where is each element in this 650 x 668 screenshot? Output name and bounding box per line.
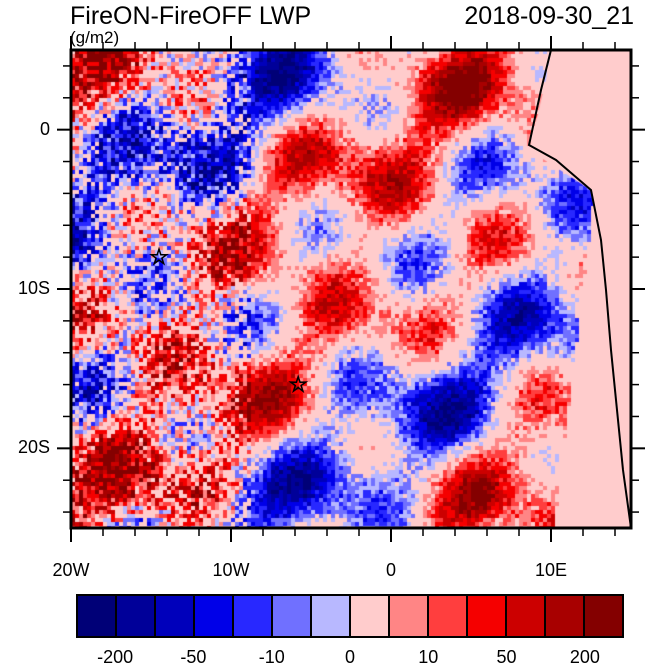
- star-marker: [288, 374, 309, 394]
- colorbar-swatch: [390, 596, 429, 636]
- lon-label: 10W: [212, 560, 250, 580]
- lon-label: 0: [385, 560, 397, 580]
- colorbar-label: 10: [418, 647, 439, 667]
- colorbar-label: -10: [258, 647, 285, 667]
- colorbar-swatch: [507, 596, 546, 636]
- lat-label: 0: [39, 118, 50, 139]
- colorbar-label: 0: [344, 647, 356, 667]
- lat-label: 10S: [17, 278, 50, 298]
- map-frame: [57, 36, 645, 542]
- colorbar-swatch: [546, 596, 585, 636]
- colorbar-swatch: [117, 596, 156, 636]
- colorbar-swatch: [585, 596, 622, 636]
- colorbar-swatch: [195, 596, 234, 636]
- colorbar: [76, 594, 624, 638]
- colorbar-swatch: [273, 596, 312, 636]
- colorbar-swatch: [351, 596, 390, 636]
- colorbar-label: 50: [496, 647, 517, 667]
- lon-label: 20W: [52, 560, 90, 580]
- colorbar-label: -50: [180, 647, 207, 667]
- units-label: (g/m2): [70, 28, 120, 47]
- colorbar-label: -200: [97, 647, 134, 667]
- map-border: [69, 48, 633, 530]
- colorbar-swatch: [312, 596, 351, 636]
- plot-title: FireON-FireOFF LWP: [70, 2, 312, 30]
- lwp-difference-field: [71, 50, 631, 528]
- coastline: [527, 49, 632, 529]
- colorbar-label: 200: [569, 647, 600, 667]
- colorbar-swatch: [156, 596, 195, 636]
- colorbar-swatch: [468, 596, 507, 636]
- lat-label: 20S: [17, 437, 50, 458]
- colorbar-swatch: [234, 596, 273, 636]
- colorbar-swatch: [429, 596, 468, 636]
- colorbar-swatch: [78, 596, 117, 636]
- star-marker: [149, 246, 169, 266]
- lon-label: 10E: [534, 560, 568, 580]
- datetime-label: 2018-09-30_21: [464, 2, 634, 30]
